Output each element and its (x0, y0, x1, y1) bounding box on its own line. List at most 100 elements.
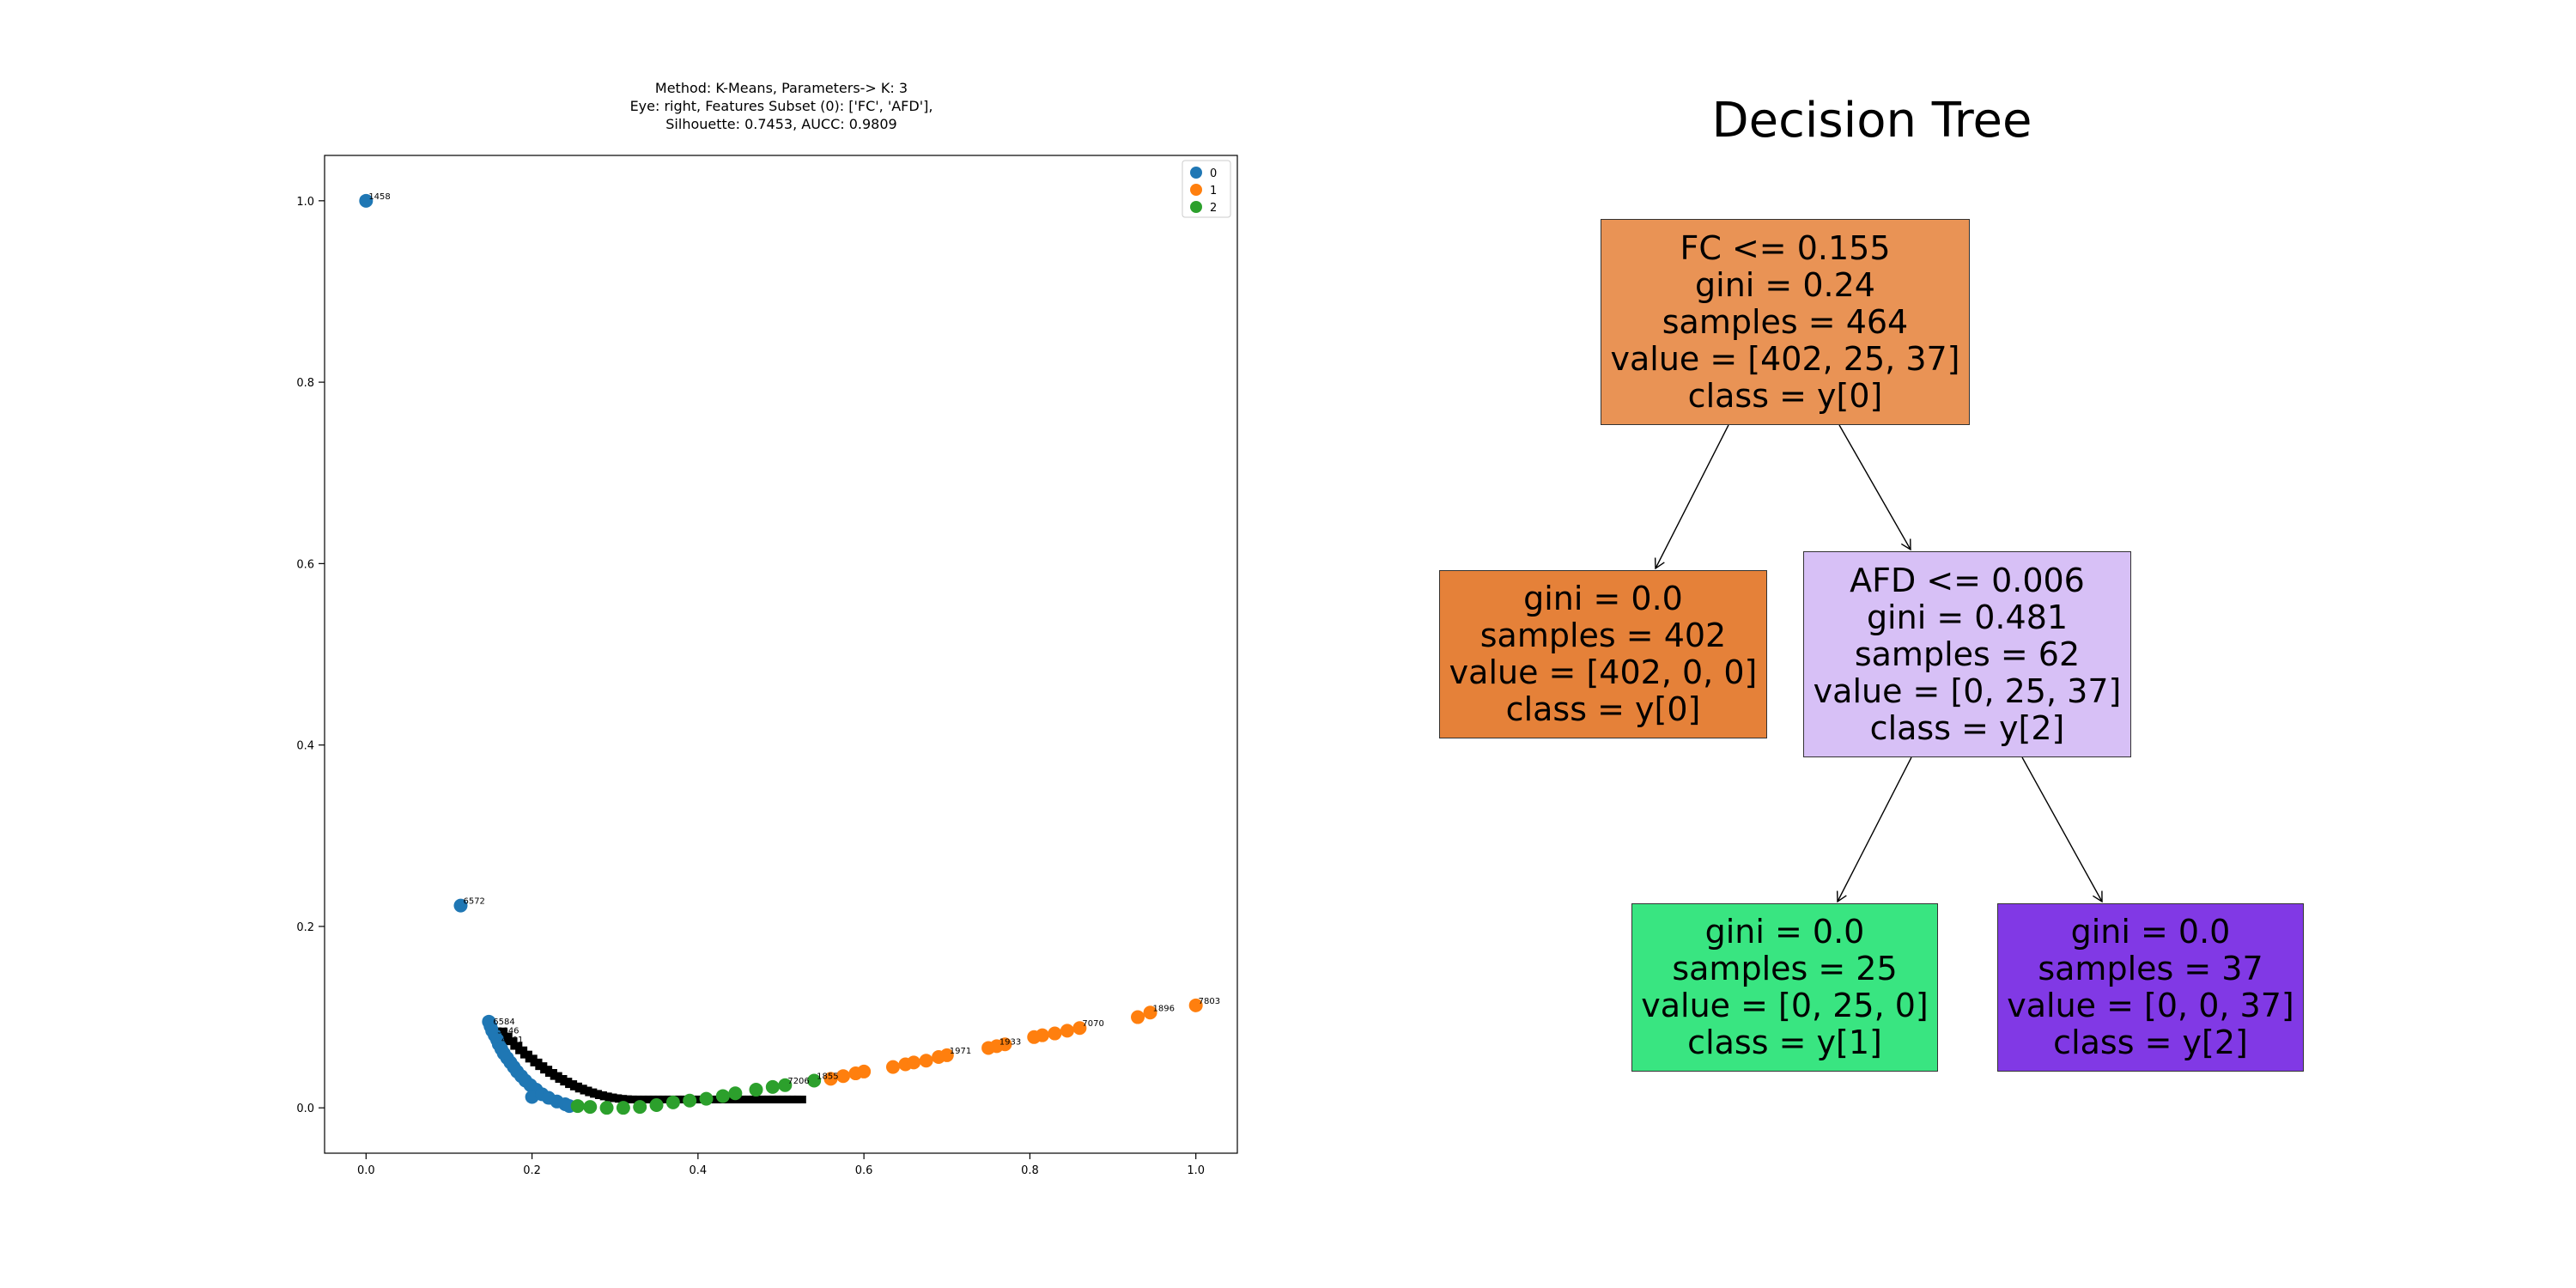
scatter-point-cluster-1 (1143, 1005, 1157, 1020)
label-cluster-mark (510, 1042, 523, 1050)
tree-node-text: class = y[2] (2053, 1024, 2248, 1061)
tree-node-leaf-class-2: gini = 0.0 samples = 37 value = [0, 0, 37]… (1997, 903, 2304, 1072)
legend-marker-2 (1190, 201, 1202, 213)
point-label: 5046 (497, 1027, 519, 1036)
tree-node-text: gini = 0.0 (1704, 913, 1865, 951)
tree-node-text: value = [402, 0, 0] (1449, 653, 1758, 691)
scatter-point-cluster-1 (939, 1048, 954, 1062)
tree-node-text: value = [402, 25, 37] (1610, 339, 1960, 378)
tree-node-text: gini = 0.0 (1523, 580, 1683, 617)
point-label: 1855 (817, 1072, 838, 1081)
point-label: 1971 (950, 1047, 971, 1056)
tree-node-text: gini = 0.24 (1695, 265, 1875, 304)
scatter-point-cluster-2 (616, 1101, 630, 1115)
scatter-point-cluster-2 (749, 1083, 763, 1097)
series-2-points (570, 1073, 822, 1115)
scatter-point-cluster-2 (570, 1099, 585, 1114)
tree-node-text: class = y[0] (1687, 376, 1883, 415)
x-tick-label: 0.0 (357, 1164, 375, 1177)
tree-node-text: gini = 0.481 (1866, 598, 2069, 636)
tree-node-root: FC <= 0.155 gini = 0.24 samples = 464 value… (1601, 219, 1970, 425)
scatter-point-cluster-2 (778, 1078, 793, 1092)
tree-title: Decision Tree (1711, 93, 2032, 149)
scatter-point-cluster-2 (583, 1100, 598, 1115)
scatter-point-cluster-2 (807, 1073, 822, 1088)
tree-edge-arrow (1654, 424, 1729, 570)
legend-marker-1 (1190, 184, 1202, 196)
scatter-point-cluster-2 (715, 1089, 730, 1103)
scatter-title: Method: K-Means, Parameters-> K: 3 Eye: … (630, 80, 933, 132)
tree-node-text: samples = 62 (1854, 635, 2081, 673)
tree-node-text: samples = 25 (1672, 950, 1898, 987)
scatter-point-cluster-1 (1188, 998, 1203, 1012)
scatter-point-cluster-2 (765, 1079, 780, 1094)
scatter-point-cluster-1 (1072, 1021, 1087, 1036)
scatter-point-cluster-1 (1048, 1026, 1062, 1041)
tree-node-leaf-class-1: gini = 0.0 samples = 25 value = [0, 25, 0]… (1631, 903, 1938, 1072)
scatter-legend: 0 1 2 (1182, 160, 1231, 218)
tree-node-afd-split: AFD <= 0.006 gini = 0.481 samples = 62 valu… (1803, 551, 2131, 757)
y-tick-label: 1.0 (296, 196, 314, 209)
scatter-point-cluster-1 (885, 1060, 900, 1074)
scatter-point-cluster-1 (1131, 1010, 1145, 1024)
tree-node-text: value = [0, 0, 37] (2007, 987, 2294, 1024)
label-cluster-mark (500, 1032, 513, 1041)
scatter-point-cluster-0 (359, 193, 374, 208)
scatter-point-cluster-2 (699, 1091, 714, 1106)
scatter-point-cluster-0 (453, 898, 468, 913)
scatter-point-cluster-1 (907, 1055, 921, 1070)
tree-node-leaf-left: gini = 0.0 samples = 402 value = [402, 0, … (1439, 570, 1767, 738)
point-label: 6584 (493, 1018, 514, 1027)
tree-node-text: samples = 402 (1479, 617, 1727, 654)
scatter-point-cluster-1 (857, 1064, 872, 1078)
point-label: 7803 (1199, 997, 1220, 1006)
scatter-point-cluster-2 (649, 1098, 664, 1113)
scatter-axes-frame (324, 155, 1238, 1154)
tree-edge-arrow (1838, 424, 1911, 551)
point-label: 4701 (501, 1036, 523, 1045)
y-tick-label: 0.8 (296, 377, 314, 390)
scatter-point-cluster-1 (919, 1054, 933, 1068)
scatter-point-cluster-2 (599, 1101, 614, 1115)
tree-node-text: class = y[0] (1505, 690, 1701, 728)
point-label: 1933 (999, 1037, 1021, 1047)
tree-node-text: samples = 37 (2038, 950, 2263, 987)
legend-marker-0 (1190, 167, 1202, 179)
tree-node-text: value = [0, 25, 0] (1641, 987, 1929, 1024)
scatter-title-line-1: Method: K-Means, Parameters-> K: 3 (655, 80, 908, 96)
scatter-title-line-3: Silhouette: 0.7453, AUCC: 0.9809 (665, 116, 896, 132)
point-label: 1458 (368, 192, 390, 202)
tree-node-text: samples = 464 (1662, 302, 1909, 341)
label-cluster-mark (515, 1046, 528, 1054)
label-cluster-mark (495, 1027, 507, 1036)
x-tick-label: 1.0 (1187, 1164, 1205, 1177)
scatter-axes: 0.0 0.2 0.4 0.6 0.8 1.0 0.0 0.2 0.4 0.6 0.8 1.0 (296, 155, 1238, 1177)
legend-label-0: 0 (1210, 167, 1217, 180)
tree-edge-arrow (1836, 756, 1912, 903)
tree-node-text: AFD <= 0.006 (1850, 561, 2085, 599)
scatter-point-cluster-1 (1060, 1024, 1074, 1038)
point-label: 7206 (787, 1077, 809, 1086)
tree-node-text: class = y[1] (1687, 1024, 1882, 1061)
point-label: 1896 (1153, 1004, 1175, 1013)
tree-edge-arrow (2021, 756, 2103, 903)
point-label: 7070 (1082, 1019, 1103, 1029)
series-1-points (823, 998, 1203, 1086)
scatter-point-cluster-2 (728, 1086, 743, 1101)
x-tick-label: 0.8 (1021, 1164, 1039, 1177)
scatter-point-cluster-1 (823, 1072, 838, 1086)
legend-label-1: 1 (1210, 185, 1217, 197)
series-0-points (359, 193, 577, 1114)
x-tick-label: 0.6 (855, 1164, 873, 1177)
x-tick-label: 0.2 (523, 1164, 541, 1177)
scatter-title-line-2: Eye: right, Features Subset (0): ['FC', … (630, 98, 933, 114)
scatter-point-cluster-1 (835, 1069, 850, 1084)
x-tick-label: 0.4 (690, 1164, 708, 1177)
scatter-point-cluster-1 (1035, 1028, 1049, 1042)
y-tick-label: 0.2 (296, 921, 314, 934)
y-tick-label: 0.6 (296, 558, 314, 571)
y-tick-label: 0.0 (296, 1103, 314, 1115)
label-cluster-mark (505, 1037, 518, 1046)
